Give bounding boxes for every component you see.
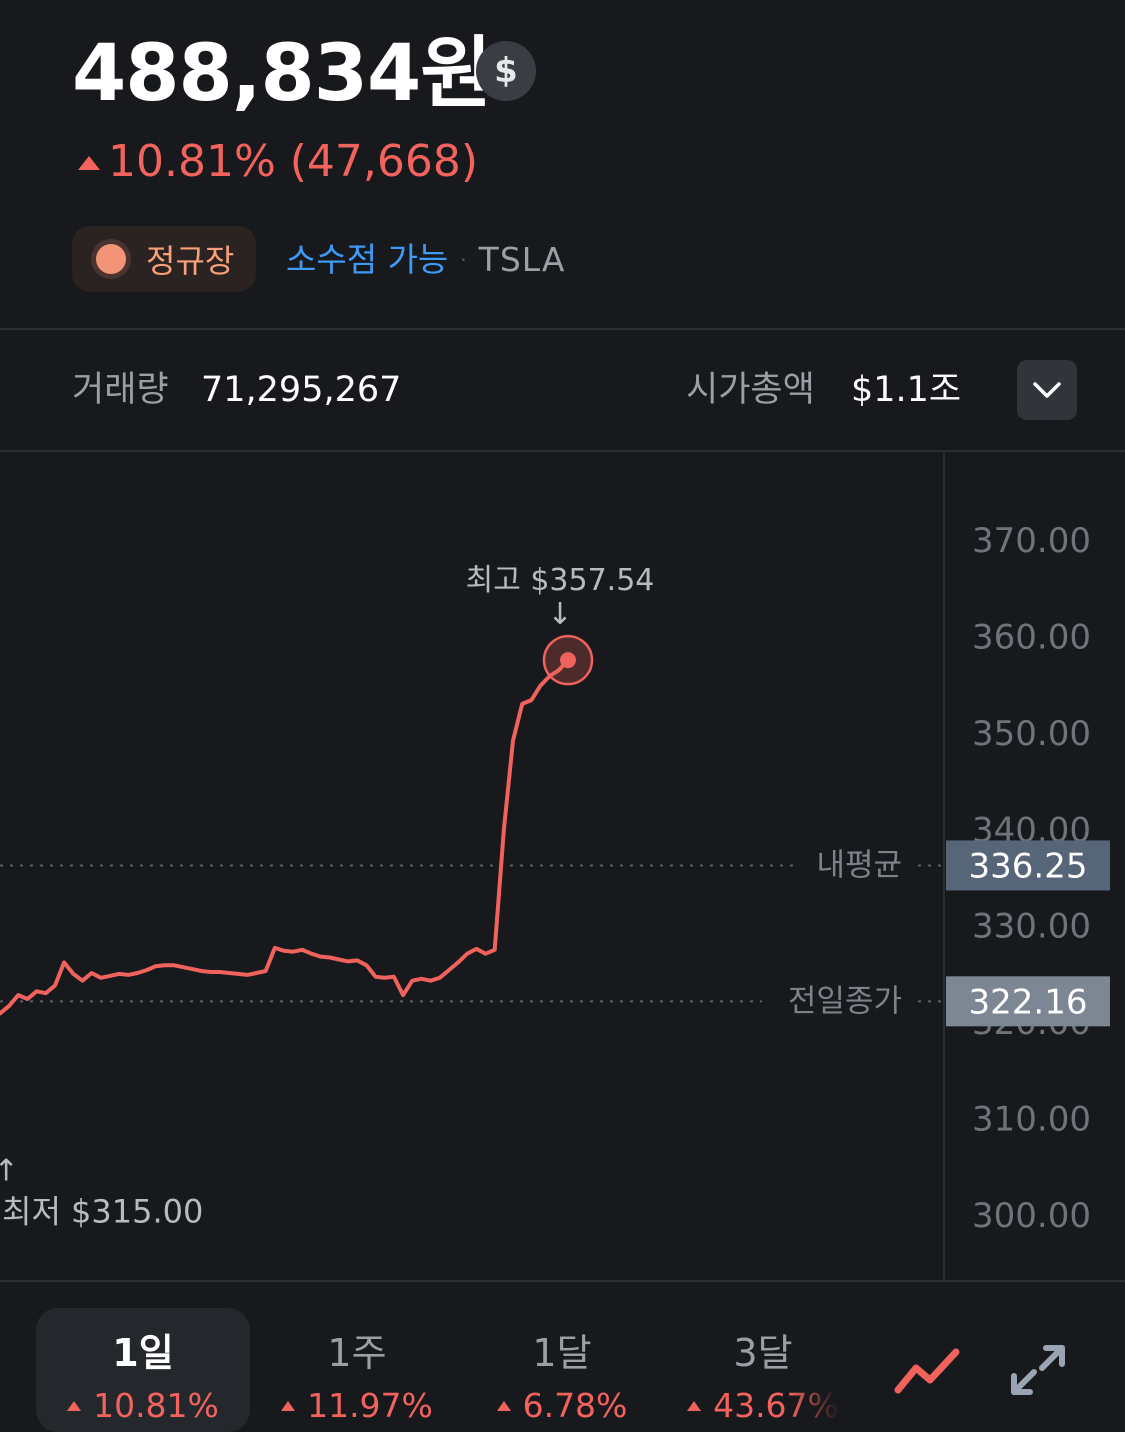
volume-value: 71,295,267 bbox=[201, 370, 402, 410]
high-arrow-icon: ↓ bbox=[547, 597, 572, 632]
reference-lines: 내평균 336.25 전일종가 322.16 bbox=[0, 840, 1110, 1027]
range-tabs: 1일 10.81% 1주 11.97% 1달 6.78% 3달 43.67% bbox=[36, 1308, 839, 1432]
tab-change: 10.81% bbox=[93, 1386, 219, 1425]
low-marker: ↑ 최저 $315.00 bbox=[0, 1153, 203, 1230]
y-tick-label: 330.00 bbox=[972, 907, 1091, 947]
marketcap-label: 시가총액 bbox=[686, 370, 815, 410]
tab-1w[interactable]: 1주 11.97% bbox=[250, 1308, 464, 1432]
stats-divider bbox=[0, 450, 1125, 452]
fullscreen-button[interactable] bbox=[1000, 1338, 1076, 1404]
prev-close-value: 322.16 bbox=[969, 982, 1088, 1022]
tab-label: 1주 bbox=[327, 1331, 387, 1375]
fractional-trading-label[interactable]: 소수점 가능 bbox=[286, 240, 449, 279]
volume-label: 거래량 bbox=[72, 370, 169, 410]
up-triangle-icon bbox=[78, 156, 100, 170]
prev-close-label: 전일종가 bbox=[788, 983, 902, 1019]
tab-change: 6.78% bbox=[522, 1386, 628, 1425]
session-dot-icon bbox=[96, 244, 126, 274]
tab-1d[interactable]: 1일 10.81% bbox=[36, 1308, 250, 1432]
meta-separator: · bbox=[460, 248, 467, 272]
up-triangle-icon bbox=[67, 1401, 82, 1411]
low-arrow-icon: ↑ bbox=[0, 1153, 19, 1188]
tab-label: 1달 bbox=[532, 1331, 592, 1375]
y-tick-label: 300.00 bbox=[972, 1196, 1091, 1236]
line-chart-icon bbox=[894, 1348, 960, 1394]
expand-icon bbox=[1011, 1345, 1065, 1395]
price-change: 10.81% (47,668) bbox=[78, 136, 478, 188]
chevron-down-icon bbox=[1033, 382, 1061, 398]
high-marker: 최고 $357.54 ↓ bbox=[466, 563, 655, 686]
y-tick-label: 360.00 bbox=[972, 617, 1091, 657]
tabs-fade bbox=[790, 1308, 840, 1432]
high-point-dot bbox=[560, 652, 576, 669]
header-divider bbox=[0, 328, 1125, 330]
currency-toggle-button[interactable]: $ bbox=[476, 41, 536, 101]
y-tick-label: 350.00 bbox=[972, 714, 1091, 754]
tab-change: 11.97% bbox=[307, 1386, 433, 1425]
tab-label: 1일 bbox=[112, 1331, 174, 1375]
price-change-text: 10.81% (47,668) bbox=[108, 136, 479, 187]
avg-label: 내평균 bbox=[816, 847, 902, 883]
tab-1m[interactable]: 1달 6.78% bbox=[464, 1308, 660, 1432]
ticker-symbol: TSLA bbox=[478, 240, 566, 279]
y-tick-label: 310.00 bbox=[972, 1100, 1091, 1140]
price-chart[interactable]: 370.00360.00350.00340.00330.00320.00310.… bbox=[0, 452, 1125, 1280]
market-session-badge[interactable]: 정규장 bbox=[72, 226, 257, 292]
price-series-line bbox=[0, 658, 570, 1016]
avg-value-box bbox=[946, 840, 1110, 891]
up-triangle-icon bbox=[496, 1401, 511, 1411]
marketcap-value: $1.1조 bbox=[851, 370, 962, 410]
high-label: 최고 $357.54 bbox=[466, 563, 655, 598]
y-tick-label: 370.00 bbox=[972, 521, 1091, 561]
session-label: 정규장 bbox=[146, 242, 235, 280]
low-label: 최저 $315.00 bbox=[2, 1192, 203, 1230]
current-price: 488,834원 bbox=[72, 29, 492, 119]
tab-label: 3달 bbox=[733, 1331, 793, 1375]
stock-meta: 소수점 가능 · TSLA bbox=[286, 238, 565, 282]
up-triangle-icon bbox=[687, 1401, 702, 1411]
stats-expand-button[interactable] bbox=[1017, 360, 1077, 420]
prev-close-value-box bbox=[946, 976, 1110, 1027]
avg-value: 336.25 bbox=[969, 846, 1088, 886]
up-triangle-icon bbox=[281, 1401, 296, 1411]
dollar-icon: $ bbox=[494, 51, 518, 91]
chart-divider bbox=[0, 1280, 1125, 1282]
line-chart-toggle-button[interactable] bbox=[890, 1338, 966, 1404]
